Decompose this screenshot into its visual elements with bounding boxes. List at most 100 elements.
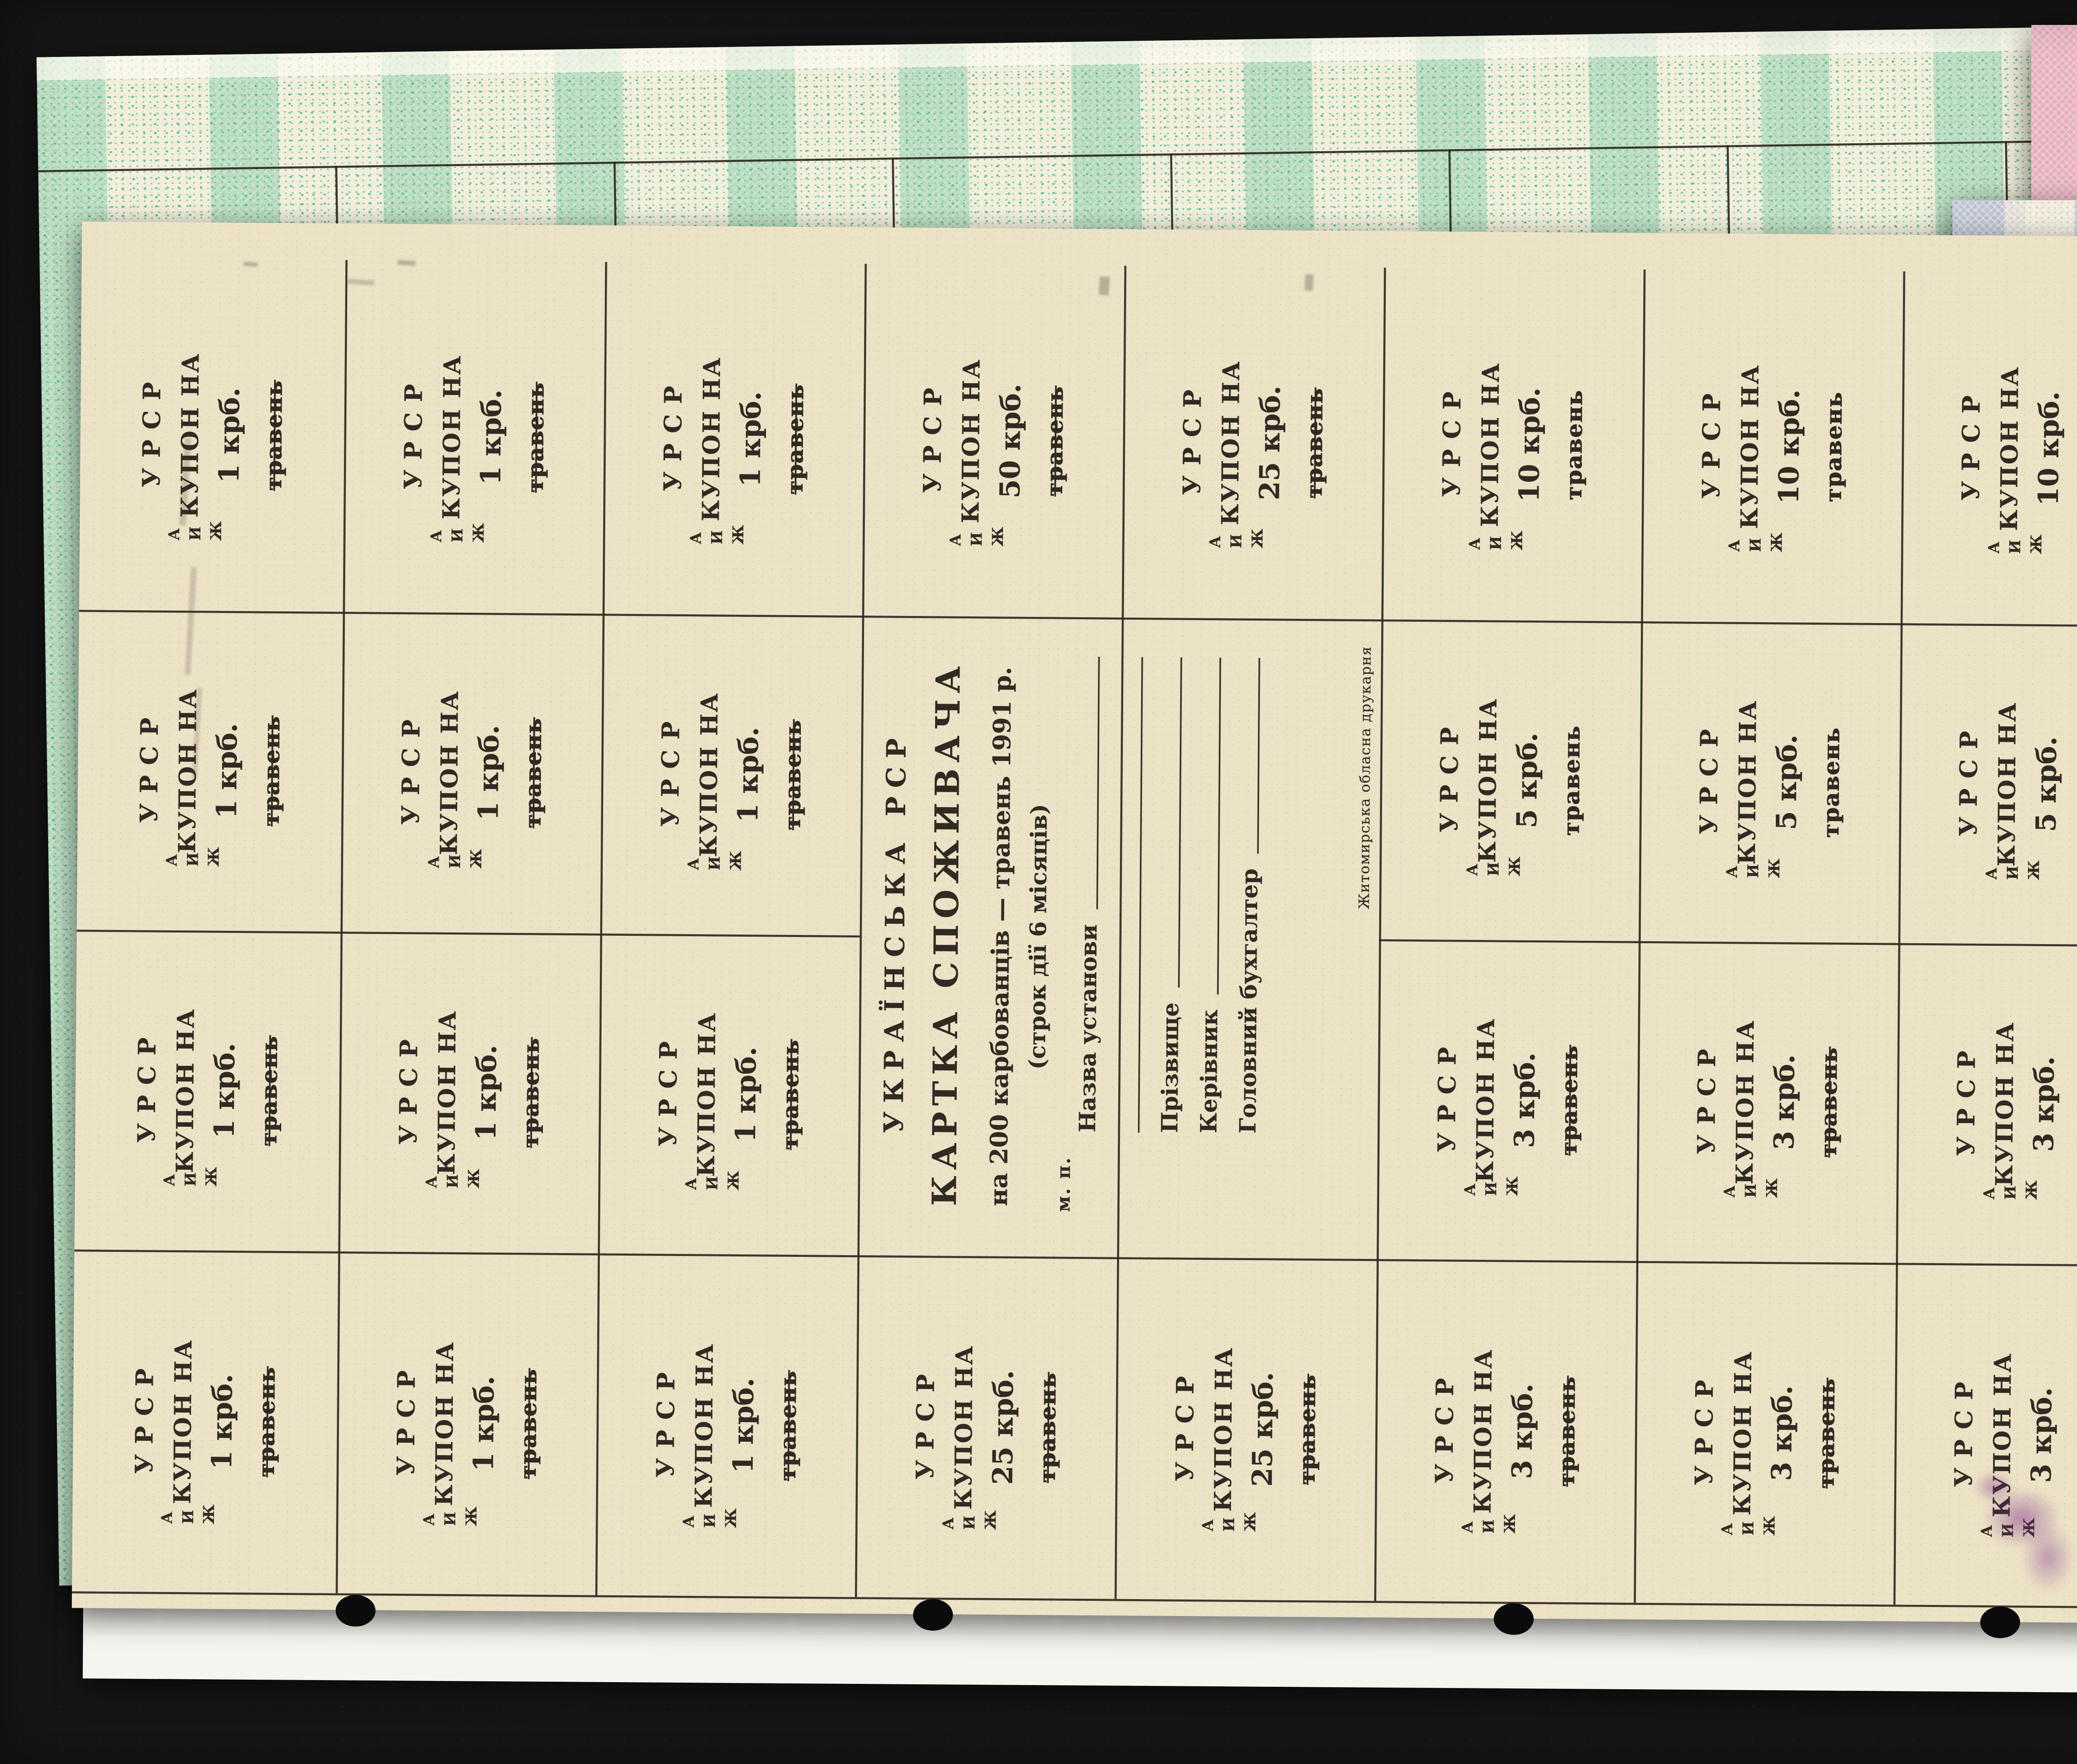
- series-letter: А: [420, 1513, 438, 1526]
- coupon-month-label: травень: [519, 718, 547, 829]
- series-letter: И: [179, 1509, 197, 1524]
- field-director-label: Керівник: [1195, 1009, 1223, 1133]
- series-letter: А: [1723, 866, 1741, 878]
- series-letter: Ж: [205, 847, 223, 867]
- coupon-denomination: 5 крб.: [2029, 736, 2063, 832]
- series-letter: А: [1725, 539, 1743, 552]
- coupon-month-label: травень: [1560, 389, 1588, 500]
- coupon-country-label: УРСР: [658, 375, 687, 491]
- series-letter: А: [946, 533, 965, 546]
- panel-denomination-line: на 200 карбованців — травень 1991 р.: [984, 667, 1017, 1207]
- coupon-content: УРСР КУПОН НА 1 крб. травень А И Ж: [598, 934, 860, 1256]
- coupon-country-label: УРСР: [1430, 1367, 1459, 1483]
- coupon-denomination: 5 крб.: [1510, 732, 1544, 829]
- may-consumer-card-sheet: УКРАЇНСЬКА РСР КАРТКА СПОЖИВАЧА на 200 к…: [71, 221, 2077, 1624]
- series-letter: Ж: [1765, 858, 1783, 878]
- violet-stamp-smudge: [1983, 1487, 2062, 1549]
- coupon-content: УРСР КУПОН НА 1 крб. травень А И Ж: [595, 1254, 857, 1597]
- series-letter: Ж: [2027, 534, 2045, 554]
- coupon-content: УРСР КУПОН НА 1 крб. травень А И Ж: [602, 262, 864, 616]
- coupon-line-label: КУПОН НА: [1473, 697, 1503, 863]
- coupon-country-label: УРСР: [1170, 1366, 1200, 1482]
- coupon-denomination: 25 крб.: [986, 1369, 1019, 1485]
- coupon-country-label: УРСР: [1434, 717, 1464, 833]
- field-underline: [1170, 657, 1182, 988]
- series-letter: Ж: [202, 1167, 221, 1187]
- show-through-mark: [1098, 276, 1110, 296]
- series-letter: Ж: [1768, 532, 1786, 552]
- coupon-month-label: травень: [253, 1366, 280, 1477]
- coupon-month-label: травень: [1820, 391, 1847, 503]
- coupon-month-label: травень: [517, 1037, 545, 1148]
- coupon-denomination: 5 крб.: [1770, 734, 1803, 830]
- show-through-mark: [1304, 274, 1314, 291]
- show-through-mark: [243, 262, 258, 267]
- series-letter: А: [1199, 1519, 1217, 1531]
- coupon: УРСР КУПОН НА 1 крб. травень А И Ж: [341, 612, 603, 934]
- coupon: УРСР КУПОН НА 1 крб. травень А И Ж: [595, 1254, 857, 1597]
- coupon-content: УРСР КУПОН НА 1 крб. травень А И Ж: [343, 260, 605, 614]
- coupon-line-label: КУПОН НА: [1209, 1346, 1238, 1512]
- coupon-denomination: 1 крб.: [734, 391, 767, 487]
- punch-hole: [336, 1595, 376, 1627]
- series-letter: Ж: [1241, 1512, 1259, 1532]
- field-row-director: Керівник: [1195, 658, 1225, 1133]
- coupon-month-label: травень: [1041, 385, 1068, 497]
- series-letter: А: [1458, 1521, 1476, 1533]
- coupon-line-label: КУПОН НА: [1995, 365, 2024, 531]
- coupon-country-label: УРСР: [1951, 1040, 1981, 1156]
- coupon-denomination: 1 крб.: [207, 1043, 241, 1139]
- coupon-month-label: травень: [515, 1368, 542, 1479]
- coupon-country-label: УРСР: [1432, 1037, 1461, 1153]
- series-letter: А: [1980, 1187, 1998, 1200]
- series-letter: И: [1227, 534, 1245, 548]
- coupon-denomination: 3 крб.: [1767, 1054, 1801, 1150]
- series-letter: Ж: [1505, 856, 1524, 876]
- series-letter: Ж: [1501, 1514, 1519, 1534]
- coupon-denomination: 1 крб.: [469, 1045, 503, 1141]
- series-letter: Ж: [465, 1168, 483, 1189]
- series-letter: Ж: [729, 525, 747, 545]
- coupon-content: УРСР КУПОН НА 1 крб. травень А И Ж: [77, 610, 343, 932]
- coupon-line-label: КУПОН НА: [171, 1008, 200, 1173]
- series-letter: Ж: [1503, 1176, 1521, 1196]
- series-letter: И: [1485, 862, 1503, 876]
- coupon-content: УРСР КУПОН НА 1 крб. травень А И Ж: [74, 930, 341, 1251]
- violet-stamp-smudge: [1973, 1470, 2015, 1504]
- coupon-content: УРСР КУПОН НА 1 крб. травень А И Ж: [72, 1249, 338, 1593]
- series-letter: И: [708, 530, 726, 545]
- coupon-content: УРСР КУПОН НА 1 крб. травень А И Ж: [338, 932, 600, 1254]
- series-letter: Ж: [1763, 1178, 1781, 1198]
- series-letter: И: [701, 1513, 719, 1528]
- coupon-month-label: травень: [1294, 1374, 1321, 1485]
- coupon-country-label: УРСР: [398, 373, 428, 489]
- coupon-country-label: УРСР: [918, 377, 947, 493]
- series-letter: А: [1985, 541, 2003, 554]
- series-letter: И: [703, 1176, 721, 1190]
- coupon-country-label: УРСР: [130, 1358, 159, 1474]
- coupon: УРСР КУПОН НА 1 крб. травень А И Ж: [600, 614, 862, 936]
- green-sheet-top-band: [36, 26, 2077, 81]
- series-letter: Ж: [467, 849, 485, 869]
- coupon: УРСР КУПОН НА 1 крб. травень А И Ж: [72, 1249, 338, 1593]
- series-letter: И: [1480, 1519, 1498, 1533]
- series-letter: Ж: [462, 1506, 480, 1526]
- coupon-line-label: КУПОН НА: [1731, 1019, 1760, 1185]
- coupon-denomination: 25 крб.: [1253, 385, 1286, 500]
- coupon: УРСР КУПОН НА 25 крб. травень А И Ж: [855, 1255, 1117, 1599]
